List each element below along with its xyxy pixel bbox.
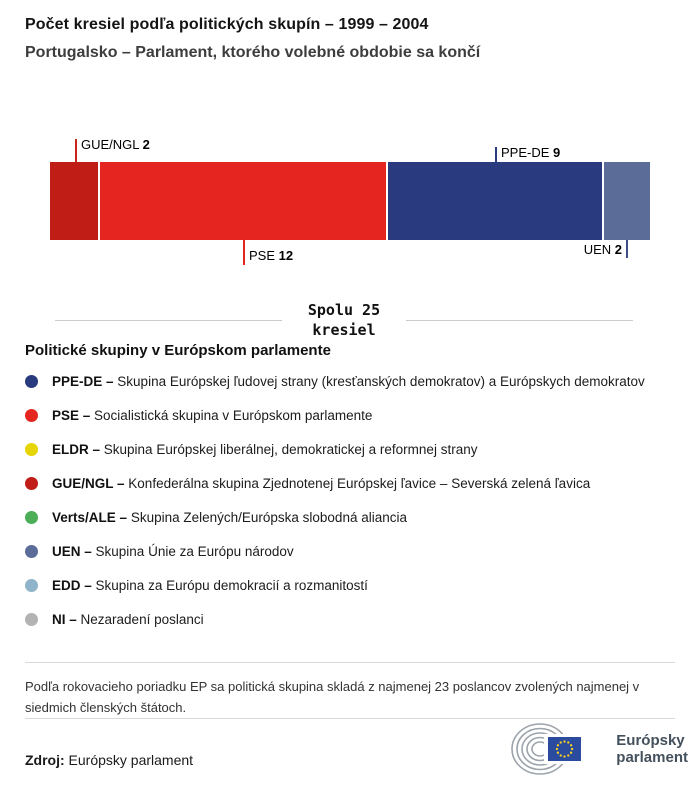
seats-chart: GUE/NGL 2 PPE-DE 9 PSE 12 UEN 2 [0, 130, 700, 280]
legend-label: Verts/ALE – Skupina Zelených/Európska sl… [52, 509, 407, 525]
total-divider-left [55, 319, 282, 321]
bar-segment-uen[interactable] [602, 162, 650, 240]
source-value: Európsky parlament [68, 752, 194, 768]
legend-label: ELDR – Skupina Európskej liberálnej, dem… [52, 441, 478, 457]
legend-label: PSE – Socialistická skupina v Európskom … [52, 407, 373, 423]
ep-logo-line2: parlament [616, 749, 688, 766]
uen-bar-label: UEN 2 [584, 242, 622, 257]
total-seats-line2: kresiel [312, 321, 376, 339]
uen-label-text: UEN [583, 242, 612, 257]
legend-item: GUE/NGL – Konfederálna skupina Zjednoten… [0, 466, 700, 500]
ppe-de-label-text: PPE-DE [501, 145, 550, 160]
ep-hemicycle-flag-icon [511, 723, 585, 775]
pse-label-text: PSE [249, 248, 276, 263]
total-seats-line1: Spolu 25 [307, 301, 381, 319]
legend-item: PPE-DE – Skupina Európskej ľudovej stran… [0, 364, 700, 398]
gue-ngl-seat-count: 2 [142, 137, 150, 152]
legend-list: PPE-DE – Skupina Európskej ľudovej stran… [0, 364, 700, 636]
gue-ngl-tick-line [75, 139, 77, 162]
legend-item: PSE – Socialistická skupina v Európskom … [0, 398, 700, 432]
bar-segment-pse[interactable] [98, 162, 386, 240]
legend-item: EDD – Skupina za Európu demokracií a roz… [0, 568, 700, 602]
legend-label: EDD – Skupina za Európu demokracií a roz… [52, 577, 368, 593]
legend-item: Verts/ALE – Skupina Zelených/Európska sl… [0, 500, 700, 534]
legend-color-dot-icon [25, 476, 38, 490]
total-seats-text: Spolu 25 kresiel [282, 300, 406, 340]
gue-ngl-label-text: GUE/NGL [81, 137, 140, 152]
legend-item: UEN – Skupina Únie za Európu národov [0, 534, 700, 568]
ep-logo-line1: Európsky [616, 732, 685, 749]
total-seats-row: Spolu 25 kresiel [55, 298, 633, 342]
bar-segment-ppe-de[interactable] [386, 162, 602, 240]
european-parliament-logo: Európsky parlament [510, 720, 688, 778]
gue-ngl-bar-label: GUE/NGL 2 [81, 137, 150, 152]
ppe-de-seat-count: 9 [553, 145, 561, 160]
legend-color-dot-icon [25, 510, 38, 524]
page-subtitle: Portugalsko – Parlament, ktorého volebné… [25, 44, 481, 61]
legend-color-dot-icon [25, 578, 38, 592]
uen-seat-count: 2 [614, 242, 622, 257]
legend-color-dot-icon [25, 442, 38, 456]
legend-label: NI – Nezaradení poslanci [52, 611, 204, 627]
legend-item: ELDR – Skupina Európskej liberálnej, dem… [0, 432, 700, 466]
legend-color-dot-icon [25, 612, 38, 626]
legend-color-dot-icon [25, 408, 38, 422]
pse-tick-line [243, 240, 245, 265]
legend-label: PPE-DE – Skupina Európskej ľudovej stran… [52, 373, 645, 389]
legend-label: UEN – Skupina Únie za Európu národov [52, 543, 294, 559]
legend-color-dot-icon [25, 544, 38, 558]
legend-color-dot-icon [25, 374, 38, 388]
pse-seat-count: 12 [278, 248, 294, 263]
source-label: Zdroj: [25, 752, 65, 768]
legend-label: GUE/NGL – Konfederálna skupina Zjednoten… [52, 475, 591, 491]
pse-bar-label: PSE 12 [249, 248, 293, 263]
stacked-bar [50, 162, 650, 240]
page-title: Počet kresiel podľa politických skupín –… [25, 16, 429, 33]
ppe-de-tick-line [495, 147, 497, 162]
bar-segment-gue-ngl[interactable] [50, 162, 98, 240]
source-line: Zdroj: Európsky parlament [25, 752, 193, 768]
divider-above-note [25, 662, 675, 663]
divider-above-source [25, 718, 675, 719]
legend-heading: Politické skupiny v Európskom parlamente [25, 342, 331, 359]
footnote-text: Podľa rokovacieho poriadku EP sa politic… [25, 679, 640, 715]
total-divider-right [406, 319, 633, 321]
ppe-de-bar-label: PPE-DE 9 [501, 145, 560, 160]
ep-logo-wordmark: Európsky parlament [616, 732, 688, 766]
legend-item: NI – Nezaradení poslanci [0, 602, 700, 636]
uen-tick-line [626, 240, 628, 258]
